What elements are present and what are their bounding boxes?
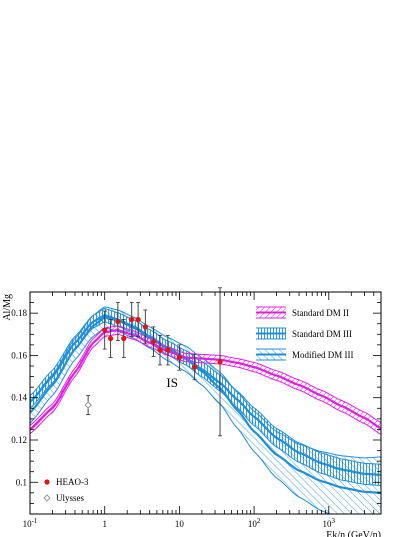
y-axis-title: Al/Mg xyxy=(2,294,13,321)
ulysses-point xyxy=(84,401,92,409)
heao-3-point xyxy=(108,335,114,342)
y-tick-label: 0.12 xyxy=(11,435,27,445)
heao-3-point xyxy=(142,324,148,330)
standard-dm-iii-band-upper xyxy=(30,308,381,465)
annotations: IS xyxy=(166,375,178,390)
standard-dm-ii-band-lower xyxy=(30,333,381,435)
heao-3-point xyxy=(129,316,135,323)
standard-dm-iii-band-lower xyxy=(30,321,381,486)
y-tick-label: 0.18 xyxy=(11,308,27,318)
x-axis-title: Ek/n (GeV/n) xyxy=(326,530,381,537)
heao-3-legend-label: HEAO-3 xyxy=(56,477,89,487)
x-tick-label: 102 xyxy=(248,517,261,529)
heao-3-point xyxy=(135,316,141,323)
modified-dm-iii-band-lower xyxy=(30,327,331,514)
standard-dm-iii-legend-label: Standard DM III xyxy=(292,329,352,339)
x-tick-label: 10 xyxy=(175,519,185,529)
x-tick-label: 1 xyxy=(102,519,107,529)
y-tick-label: 0.1 xyxy=(16,477,27,487)
y-tick-label: 0.14 xyxy=(11,393,27,403)
ulysses-legend-label: Ulysses xyxy=(56,493,84,503)
heao-3-point xyxy=(157,347,163,353)
interstellar-annotation: IS xyxy=(166,375,178,390)
modified-dm-iii-band-fill xyxy=(30,306,381,514)
x-tick-label: 103 xyxy=(323,517,336,529)
y-tick-label: 0.16 xyxy=(11,350,27,360)
model-bands xyxy=(30,306,381,514)
standard-dm-ii-legend-label: Standard DM II xyxy=(292,308,349,318)
heao-3-point xyxy=(150,339,157,345)
standard-dm-iii-line xyxy=(30,314,381,476)
heao-3-point xyxy=(102,327,108,333)
heao-3-point xyxy=(176,354,182,361)
heao-3-point xyxy=(115,319,121,325)
heao-3-point xyxy=(217,359,223,365)
heao-3-point xyxy=(192,364,198,370)
heao-3-legend-marker xyxy=(44,479,50,485)
standard-dm-ii-band-upper xyxy=(30,325,381,426)
data-points xyxy=(84,287,223,437)
heao-3-point xyxy=(121,335,127,342)
modified-dm-iii-legend-label: Modified DM III xyxy=(292,350,354,360)
legend: Standard DM II Standard DM III Modified DM… xyxy=(43,306,354,503)
plot-frame xyxy=(29,291,382,515)
x-tick-label: 10-1 xyxy=(23,517,38,529)
axes: 10-1 1 10 102 103 0.1 0.12 0.14 0.16 0.18 Ek/n (Ge… xyxy=(2,291,382,537)
standard-dm-iii-band-fill xyxy=(30,308,381,486)
standard-dm-ii-line xyxy=(30,328,381,431)
ulysses-legend-marker xyxy=(43,494,51,502)
heao-3-point xyxy=(165,347,171,353)
